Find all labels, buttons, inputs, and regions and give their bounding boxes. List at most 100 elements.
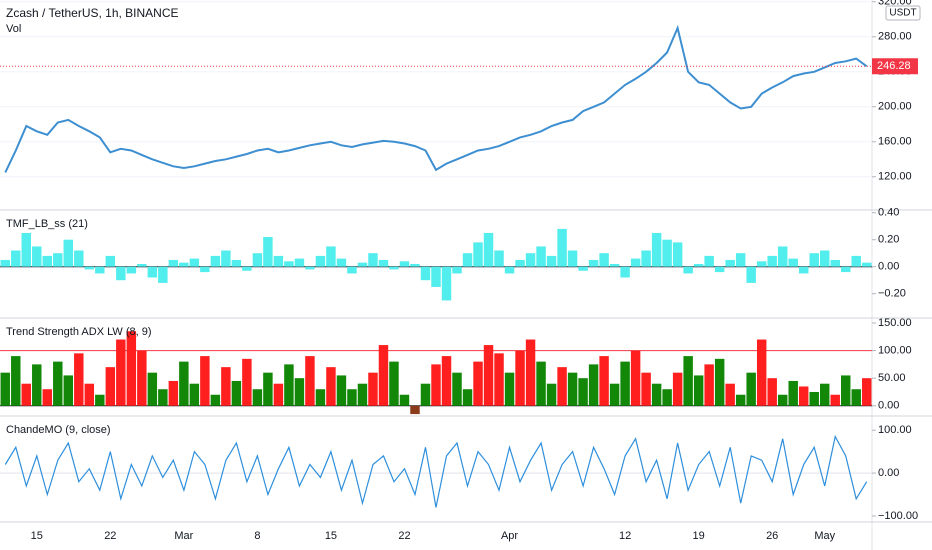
bar (231, 380, 242, 406)
bar (578, 378, 588, 406)
y-tick-label: 0.40 (878, 207, 899, 219)
x-tick-label: 15 (31, 530, 43, 542)
y-tick-label: −0.20 (878, 288, 906, 300)
bar (557, 228, 567, 267)
bar (683, 266, 693, 274)
bar (315, 255, 326, 267)
bar (609, 264, 620, 267)
bar (32, 364, 42, 406)
x-tick-label: 8 (254, 530, 260, 542)
bar (116, 266, 126, 281)
bar (294, 378, 305, 406)
bar (105, 255, 116, 267)
bar (546, 383, 557, 406)
bar (210, 394, 221, 406)
bar (347, 266, 357, 274)
bar (672, 372, 683, 406)
pane-title: Zcash / TetherUS, 1h, BINANCE (6, 6, 179, 20)
bar (221, 250, 231, 267)
bar (284, 364, 294, 406)
bar (483, 345, 494, 406)
pane-subtitle: Vol (6, 23, 21, 35)
bar (11, 356, 21, 406)
unit-label: USDT (889, 8, 916, 19)
bar (179, 361, 189, 406)
bar (473, 361, 483, 406)
bar (788, 258, 798, 267)
bar (263, 372, 273, 406)
bar (641, 250, 651, 267)
y-tick-label: 0.00 (878, 261, 899, 273)
pane-title: TMF_LB_ss (21) (6, 218, 88, 230)
y-tick-label: 100.00 (878, 344, 912, 356)
bar (798, 266, 809, 274)
bar (420, 383, 431, 406)
bar (525, 339, 536, 406)
x-tick-label: 19 (693, 530, 705, 542)
bar (21, 232, 31, 267)
bar (609, 383, 620, 406)
bar (746, 266, 756, 283)
bar (368, 372, 378, 406)
bar (756, 339, 767, 406)
bar (483, 232, 494, 267)
bar (63, 239, 74, 267)
bar (798, 386, 809, 406)
bar (42, 389, 53, 406)
bar (725, 383, 735, 406)
bar (168, 380, 179, 406)
y-tick-label: 100.00 (878, 424, 912, 436)
bar (305, 266, 315, 270)
bar (504, 372, 515, 406)
bar (777, 394, 788, 406)
y-tick-label: 320.00 (878, 0, 912, 8)
y-tick-label: 150.00 (878, 317, 912, 329)
bar (315, 389, 326, 406)
y-tick-label: 280.00 (878, 31, 912, 43)
bar (357, 262, 368, 267)
bar (599, 356, 609, 406)
bar (263, 237, 273, 267)
plot (0, 331, 872, 415)
bar (0, 372, 10, 406)
y-tick-label: −100.00 (878, 510, 918, 522)
bar (95, 394, 105, 406)
bar (147, 266, 158, 278)
last-price-box (872, 58, 918, 75)
bar (32, 246, 42, 267)
bar (410, 264, 420, 267)
bar (84, 383, 95, 406)
bar (326, 367, 336, 406)
x-tick-label: Apr (501, 530, 518, 542)
bar (536, 246, 546, 267)
unit-box (885, 5, 921, 21)
bar (819, 383, 830, 406)
bar (389, 266, 399, 270)
bar (641, 372, 651, 406)
bar (651, 383, 662, 406)
pane-title: ChandeMO (9, close) (6, 424, 111, 436)
bar (231, 259, 242, 267)
bar (452, 372, 462, 406)
bar (179, 262, 189, 267)
bar (536, 361, 546, 406)
bar (200, 266, 210, 273)
bar (368, 253, 378, 267)
bar (515, 350, 525, 406)
bar (137, 264, 147, 267)
x-tick-label: Mar (174, 530, 193, 542)
bar (557, 367, 567, 406)
bar (462, 253, 473, 267)
bar (294, 258, 305, 267)
bar (767, 378, 777, 406)
bar (746, 372, 756, 406)
bar (210, 255, 221, 267)
bar (378, 345, 389, 406)
bar (714, 266, 725, 273)
bar (84, 266, 95, 270)
bar (693, 264, 704, 267)
bar (830, 394, 840, 406)
plot (4, 24, 868, 173)
bar (221, 367, 231, 406)
x-tick-label: 22 (104, 530, 116, 542)
